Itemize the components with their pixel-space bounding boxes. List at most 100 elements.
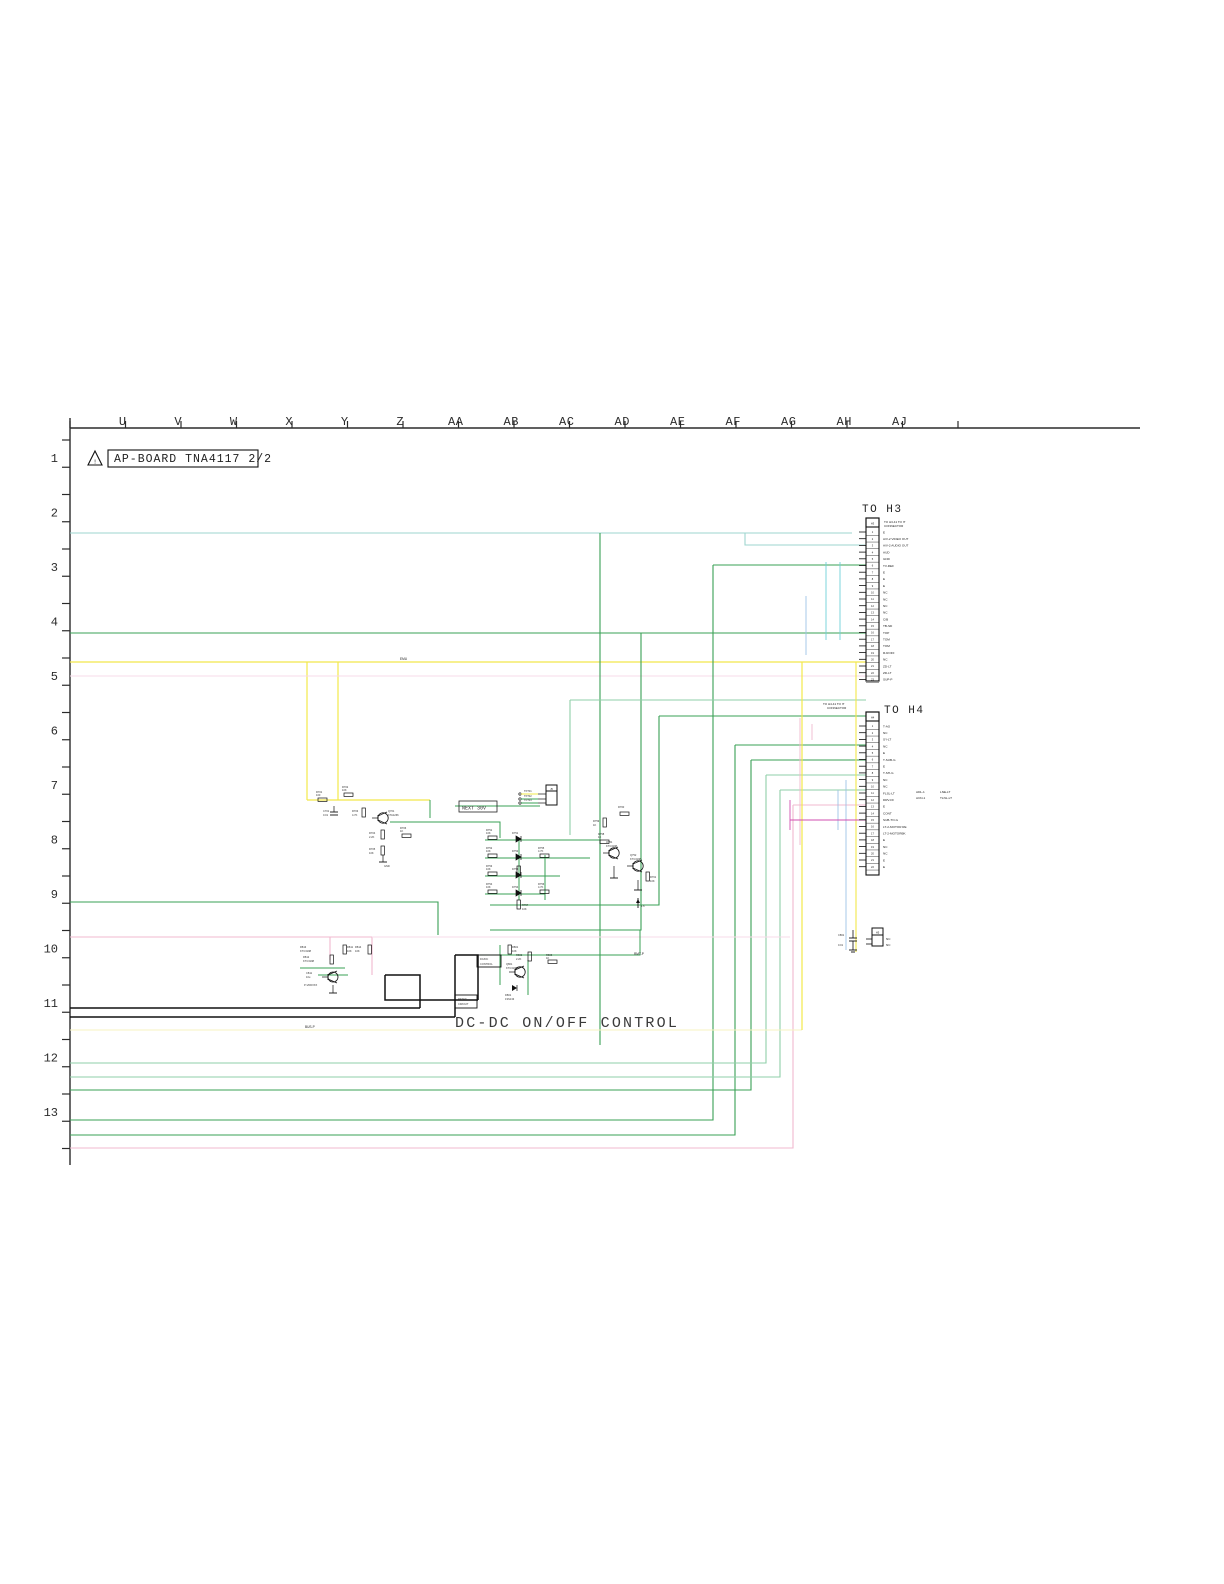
svg-text:KTC3198: KTC3198 xyxy=(630,857,642,861)
svg-text:R801: R801 xyxy=(512,945,519,949)
svg-text:10K: 10K xyxy=(355,949,360,953)
svg-text:4.7K: 4.7K xyxy=(538,885,544,889)
svg-text:R757: R757 xyxy=(522,903,529,907)
svg-text:R813: R813 xyxy=(300,945,307,949)
row-label-13: 13 xyxy=(44,1106,58,1120)
title-block: ! AP-BOARD TNA4117 2/2 xyxy=(87,449,271,468)
connector-pin-number: 8 xyxy=(872,577,874,581)
connector-pin-number: 16 xyxy=(871,825,874,829)
connector-pin-number: 12 xyxy=(871,798,874,802)
row-label-2: 2 xyxy=(51,507,58,521)
connector-pin-number: 21 xyxy=(871,664,874,668)
svg-text:R755: R755 xyxy=(538,846,545,850)
svg-text:H3: H3 xyxy=(871,522,875,526)
connector-pin-number: 20 xyxy=(871,658,874,662)
connector-pin-label: NC xyxy=(883,785,888,789)
svg-text:10K: 10K xyxy=(486,831,491,835)
connector-pin-number: 10 xyxy=(871,785,874,789)
svg-text:KTC3198: KTC3198 xyxy=(506,966,518,970)
svg-text:TO H3-41 TO IT: TO H3-41 TO IT xyxy=(884,520,906,524)
svg-text:10u: 10u xyxy=(306,975,311,979)
svg-text:NC: NC xyxy=(886,943,891,947)
svg-text:GND: GND xyxy=(384,864,390,868)
connector-pin-label: AUD xyxy=(883,550,890,554)
svg-text:CONNECTOR: CONNECTOR xyxy=(884,524,904,528)
connector-pin-label: E xyxy=(883,858,885,862)
row-label-7: 7 xyxy=(51,779,58,793)
svg-text:R705: R705 xyxy=(369,847,376,851)
connector-pin-label: A/V-2 AUDIO OUT xyxy=(883,544,909,548)
connector-pin-number: 18 xyxy=(871,838,874,842)
connector-pin-label: TOP xyxy=(883,631,889,635)
connector-pin-label: TV-REF xyxy=(883,564,894,568)
svg-text:TP703: TP703 xyxy=(524,798,532,802)
connector-pin-number: 16 xyxy=(871,631,874,635)
connector-h5[interactable]: H5 NC NC C861 0.01 xyxy=(838,927,891,953)
connector-pin-number: 1 xyxy=(872,724,874,728)
svg-text:10K: 10K xyxy=(512,949,517,953)
connector-extra-label: LNE-LT xyxy=(940,790,951,794)
connector-j5[interactable]: J5 TP701 TP702 TP703 xyxy=(518,784,558,806)
connector-extra-label: ACN-1 xyxy=(916,796,926,800)
connector-pin-number: 20 xyxy=(871,852,874,856)
net-label-2: BUS-P xyxy=(305,1025,315,1029)
zener-symbol: 1.6 xyxy=(636,898,645,908)
row-label-9: 9 xyxy=(51,888,58,902)
connector-pin-number: 11 xyxy=(871,791,874,795)
svg-text:Q751: Q751 xyxy=(606,840,613,844)
connector-pin-label: E xyxy=(883,584,885,588)
connector-pin-label: E xyxy=(883,577,885,581)
connector-pin-number: 3 xyxy=(872,738,874,742)
svg-text:10K: 10K xyxy=(486,885,491,889)
svg-text:R701: R701 xyxy=(316,790,323,794)
connector-h4[interactable]: TO H4 TO H4-41 TO IT CONNECTOR H4 1 T-AG 2… xyxy=(823,702,952,876)
connector-pin-label: E xyxy=(883,571,885,575)
svg-text:R752: R752 xyxy=(486,846,493,850)
connector-pin-number: 11 xyxy=(871,597,874,601)
connector-pin-number: 15 xyxy=(871,624,874,628)
connector-pin-number: 14 xyxy=(871,617,874,621)
row-label-12: 12 xyxy=(44,1052,58,1066)
connector-pin-label: E xyxy=(883,838,885,842)
row-label-6: 6 xyxy=(51,725,58,739)
svg-text:H5: H5 xyxy=(876,931,880,935)
component-cluster-y7: R701 100 R702 10K R703 4.7K Q701 KTA1266… xyxy=(316,785,412,868)
svg-text:D753: D753 xyxy=(512,867,519,871)
column-label-ag: AG xyxy=(781,415,796,429)
svg-text:0.01: 0.01 xyxy=(323,813,329,817)
column-label-u: U xyxy=(119,415,127,429)
connector-pin-label: T-SUB-G xyxy=(883,758,896,762)
connector-extra-label: ADL-1 xyxy=(916,790,925,794)
column-label-aj: AJ xyxy=(892,415,907,429)
component-cluster-q75x: Q751 KTC3198 Q752 KTC3198 R759 1K R760 R… xyxy=(593,805,657,891)
connector-pin-label: E xyxy=(883,865,885,869)
column-label-ah: AH xyxy=(837,415,852,429)
connector-pin-label: TB-SD xyxy=(883,624,893,628)
connector-pin-label: LT-2-MOTORBK xyxy=(883,832,907,836)
svg-text:R759: R759 xyxy=(593,819,600,823)
connector-h3[interactable]: TO H3 H3 TO H3-41 TO IT CONNECTOR 1 E 2 A/V… xyxy=(859,504,909,683)
row-label-11: 11 xyxy=(44,997,58,1011)
svg-text:R811: R811 xyxy=(347,945,354,949)
net-label-1: EMU xyxy=(400,657,408,661)
connector-pin-number: 13 xyxy=(871,805,874,809)
svg-text:DC/DC: DC/DC xyxy=(480,957,488,961)
boxed-net-label: NEXT 30V xyxy=(458,800,498,813)
row-label-1: 1 xyxy=(51,452,58,466)
column-label-ad: AD xyxy=(615,415,630,429)
svg-text:KTA1266: KTA1266 xyxy=(388,813,399,817)
connector-pin-number: 12 xyxy=(871,604,874,608)
svg-text:!: ! xyxy=(93,459,97,466)
connector-pin-label: A/V-2 VIDEO OUT xyxy=(883,537,909,541)
connector-pin-number: 5 xyxy=(872,751,874,755)
connector-pin-label: TOM xyxy=(883,638,890,642)
svg-text:10K: 10K xyxy=(486,867,491,871)
net-label-3: RMT-P xyxy=(634,952,644,956)
svg-text:10K: 10K xyxy=(369,851,374,855)
svg-text:10K: 10K xyxy=(650,879,655,883)
row-label-8: 8 xyxy=(51,834,58,848)
column-label-w: W xyxy=(230,415,238,429)
connector-pin-number: 17 xyxy=(871,637,874,641)
connector-pin-label: SUP-P xyxy=(883,678,892,682)
connector-pin-number: 19 xyxy=(871,651,874,655)
